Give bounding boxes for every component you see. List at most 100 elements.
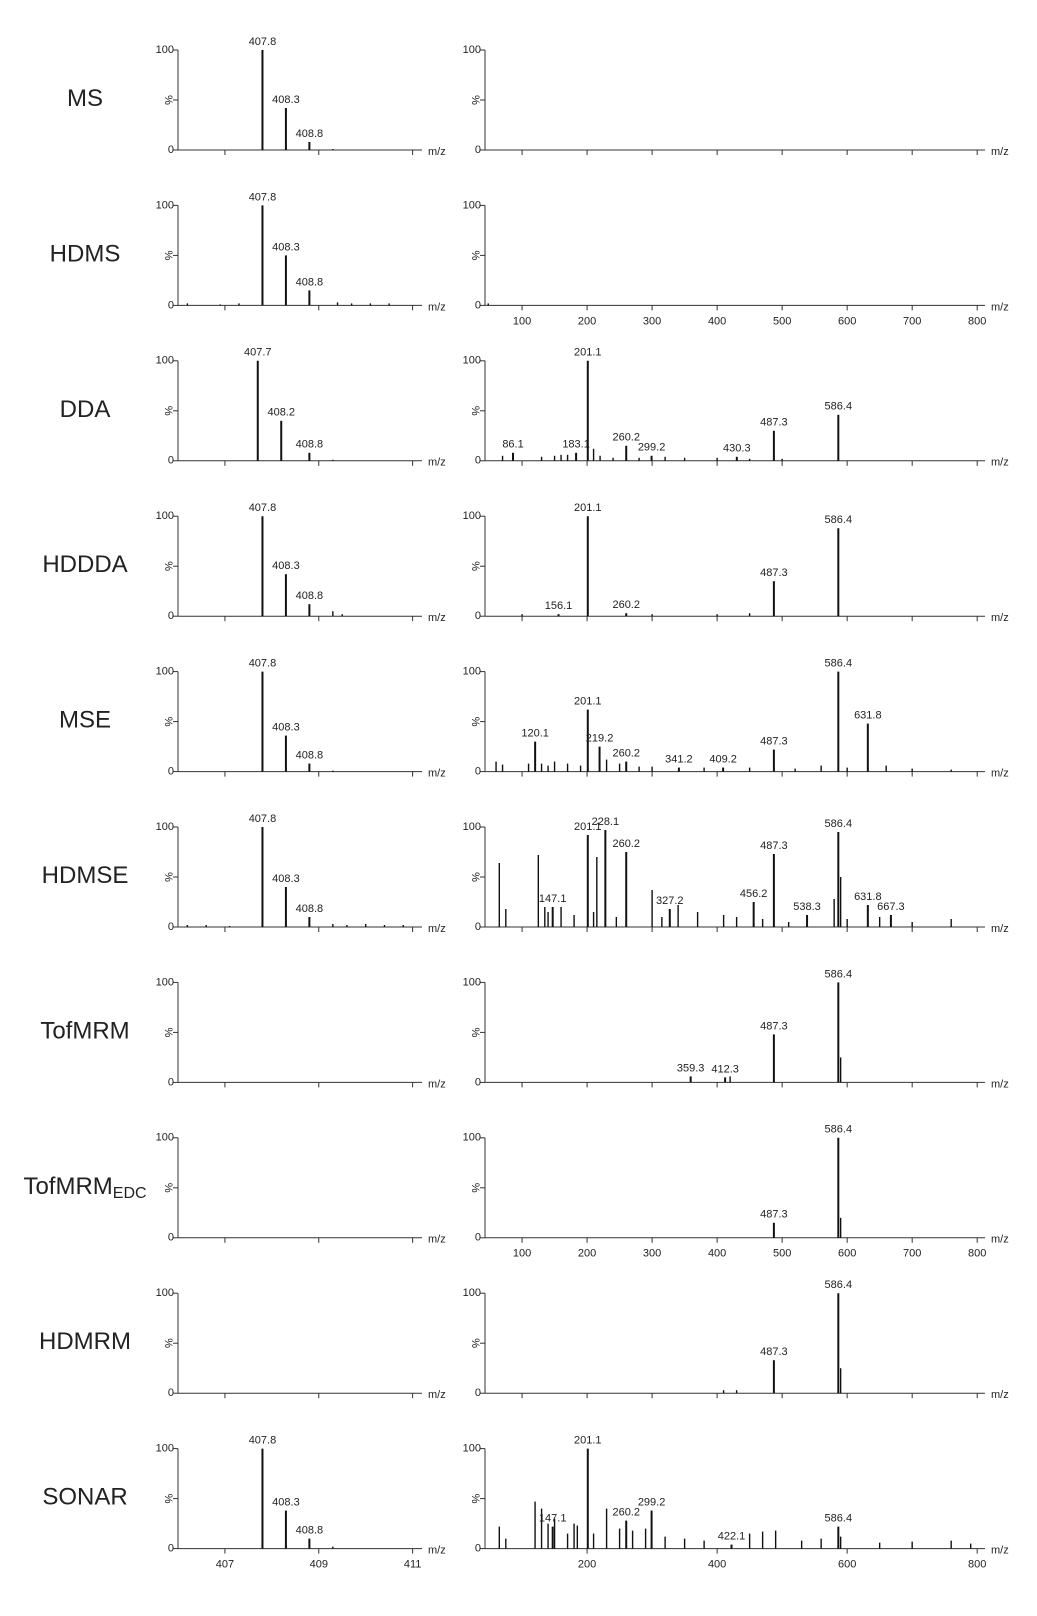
x-axis-label: m/z xyxy=(428,1545,446,1557)
peak-label: 409.2 xyxy=(709,754,737,766)
y-tick-label: 100 xyxy=(156,44,174,56)
x-axis-label: m/z xyxy=(991,457,1009,469)
row-label-main: HDMS xyxy=(50,241,121,268)
y-tick-label: 100 xyxy=(156,821,174,833)
y-tick-label: 0 xyxy=(475,1232,481,1244)
peak-label: 341.2 xyxy=(665,754,693,766)
peak-label: 408.3 xyxy=(272,560,300,572)
y-tick-label: 100 xyxy=(463,44,481,56)
y-tick-label: % xyxy=(469,561,481,571)
peak-label: 408.8 xyxy=(296,1525,324,1537)
y-tick-label: 0 xyxy=(475,455,481,467)
y-tick-label: 100 xyxy=(156,1287,174,1299)
peak-label: 408.3 xyxy=(272,1497,300,1509)
peak-label: 201.1 xyxy=(574,821,602,833)
x-axis-label: m/z xyxy=(428,612,446,624)
peak-label: 430.3 xyxy=(723,443,751,455)
peak-label: 228.1 xyxy=(592,816,620,828)
x-axis-label: m/z xyxy=(991,1389,1009,1401)
y-tick-label: 0 xyxy=(475,921,481,933)
peak-label: 147.1 xyxy=(539,1513,567,1525)
peak-label: 487.3 xyxy=(760,736,788,748)
x-tick-label: 400 xyxy=(708,1559,726,1571)
peak-label: 407.8 xyxy=(249,36,277,48)
row-label-main: DDA xyxy=(60,396,111,423)
x-tick-label: 200 xyxy=(578,315,596,327)
row-label: DDA xyxy=(60,396,111,423)
y-tick-label: 0 xyxy=(168,1543,174,1555)
y-tick-label: % xyxy=(469,406,481,416)
peak-label: 631.8 xyxy=(854,710,882,722)
y-tick-label: 0 xyxy=(475,299,481,311)
y-tick-label: % xyxy=(469,1028,481,1038)
peak-label: 407.8 xyxy=(249,1435,277,1447)
y-tick-label: 100 xyxy=(156,199,174,211)
peak-label: 586.4 xyxy=(825,818,853,830)
row-label-main: HDDDA xyxy=(42,552,127,579)
peak-label: 487.3 xyxy=(760,417,788,429)
y-tick-label: 100 xyxy=(156,666,174,678)
y-tick-label: % xyxy=(162,251,174,261)
y-tick-label: % xyxy=(162,406,174,416)
peak-label: 586.4 xyxy=(825,1513,853,1525)
y-tick-label: 0 xyxy=(475,1387,481,1399)
y-tick-label: % xyxy=(162,1338,174,1348)
x-tick-label: 100 xyxy=(513,315,531,327)
row-label-subscript: EDC xyxy=(113,1185,147,1202)
y-tick-label: 0 xyxy=(168,921,174,933)
y-tick-label: 0 xyxy=(168,455,174,467)
y-tick-label: % xyxy=(162,717,174,727)
y-tick-label: % xyxy=(162,95,174,105)
x-tick-label: 407 xyxy=(216,1559,234,1571)
peak-label: 407.8 xyxy=(249,658,277,670)
row-label: HDMS xyxy=(50,241,121,268)
peak-label: 408.8 xyxy=(296,128,324,140)
x-tick-label: 600 xyxy=(838,1559,856,1571)
peak-label: 487.3 xyxy=(760,840,788,852)
peak-label: 408.3 xyxy=(272,241,300,253)
y-tick-label: 0 xyxy=(168,1232,174,1244)
x-axis-label: m/z xyxy=(991,612,1009,624)
y-tick-label: 100 xyxy=(156,976,174,988)
peak-label: 412.3 xyxy=(711,1063,739,1075)
peak-label: 299.2 xyxy=(638,442,666,454)
y-tick-label: 0 xyxy=(168,610,174,622)
row-label-main: SONAR xyxy=(42,1484,127,1511)
peak-label: 260.2 xyxy=(612,432,640,444)
peak-label: 408.8 xyxy=(296,903,324,915)
row-label: HDDDA xyxy=(42,552,127,579)
x-tick-label: 200 xyxy=(578,1559,596,1571)
peak-label: 260.2 xyxy=(612,838,640,850)
peak-label: 586.4 xyxy=(825,1279,853,1291)
x-axis-label: m/z xyxy=(428,1078,446,1090)
x-tick-label: 400 xyxy=(708,315,726,327)
x-tick-label: 600 xyxy=(838,315,856,327)
x-tick-label: 800 xyxy=(968,1248,986,1260)
x-axis-label: m/z xyxy=(991,301,1009,313)
y-tick-label: 100 xyxy=(463,1443,481,1455)
peak-label: 299.2 xyxy=(638,1497,666,1509)
peak-label: 408.8 xyxy=(296,590,324,602)
peak-label: 456.2 xyxy=(740,888,768,900)
peak-label: 407.8 xyxy=(249,502,277,514)
x-tick-label: 500 xyxy=(773,315,791,327)
peak-label: 631.8 xyxy=(854,891,882,903)
y-tick-label: % xyxy=(469,1338,481,1348)
peak-label: 260.2 xyxy=(612,748,640,760)
y-tick-label: % xyxy=(162,872,174,882)
x-tick-label: 411 xyxy=(404,1559,422,1571)
x-axis-label: m/z xyxy=(991,1234,1009,1246)
x-tick-label: 300 xyxy=(643,315,661,327)
row-label: HDMSE xyxy=(42,862,129,889)
peak-label: 408.8 xyxy=(296,750,324,762)
peak-label: 219.2 xyxy=(586,733,614,745)
peak-label: 487.3 xyxy=(760,1346,788,1358)
x-tick-label: 800 xyxy=(968,315,986,327)
y-tick-label: % xyxy=(469,872,481,882)
peak-label: 408.2 xyxy=(267,407,295,419)
row-label-main: TofMRM xyxy=(40,1018,129,1045)
row-label-main: HDMSE xyxy=(42,862,129,889)
peak-label: 408.3 xyxy=(272,94,300,106)
y-tick-label: 0 xyxy=(168,766,174,778)
x-tick-label: 400 xyxy=(708,1248,726,1260)
